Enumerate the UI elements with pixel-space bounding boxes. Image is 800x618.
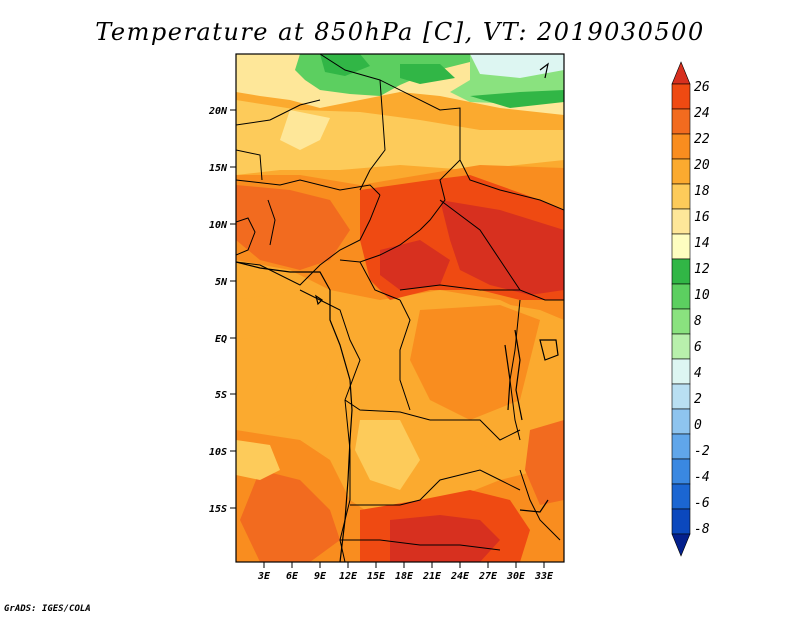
lon-label: 33E	[534, 571, 554, 582]
map-title: Temperature at 850hPa [C], VT: 201903050…	[95, 18, 705, 46]
colorbar-label: 12	[694, 262, 710, 277]
lon-label: 9E	[314, 571, 327, 582]
lon-label: 27E	[478, 571, 498, 582]
lon-label: 30E	[506, 571, 526, 582]
colorbar-label: -6	[694, 496, 710, 511]
lon-label: 3E	[257, 571, 271, 582]
colorbar-label: -2	[694, 444, 710, 459]
colorbar-label: 8	[694, 314, 702, 329]
colorbar-swatch	[671, 333, 691, 360]
colorbar-swatch	[671, 408, 691, 435]
colorbar: 26 24 22 20 18 16 14 12 10 8 6 4 2 0 -2 …	[671, 61, 710, 557]
map-border	[235, 53, 565, 563]
lon-label: 18E	[395, 571, 414, 582]
colorbar-swatch	[671, 83, 691, 110]
latitude-axis: 20N 15N 10N 5N EQ 5S 10S 15S	[208, 106, 236, 515]
colorbar-swatch	[671, 183, 691, 210]
colorbar-swatch	[671, 208, 691, 235]
lon-label: 6E	[286, 571, 299, 582]
colorbar-swatch	[671, 108, 691, 135]
colorbar-swatch	[671, 158, 691, 185]
colorbar-swatch	[671, 283, 691, 310]
colorbar-swatch	[671, 358, 691, 385]
colorbar-swatch	[671, 508, 691, 535]
lat-label: 15N	[209, 163, 228, 174]
colorbar-swatch	[671, 433, 691, 460]
longitude-axis: 3E 6E 9E 12E 15E 18E 21E 24E 27E 30E 33E	[257, 562, 554, 582]
colorbar-swatch	[671, 233, 691, 260]
colorbar-label: 24	[694, 106, 710, 121]
lat-label: 20N	[208, 106, 228, 117]
temperature-field	[236, 54, 564, 562]
colorbar-labels: 26 24 22 20 18 16 14 12 10 8 6 4 2 0 -2 …	[694, 80, 710, 537]
colorbar-swatch	[671, 308, 691, 335]
colorbar-swatch	[671, 258, 691, 285]
colorbar-label: 14	[694, 236, 710, 251]
lat-label: 10S	[209, 447, 227, 458]
lon-label: 21E	[422, 571, 442, 582]
colorbar-label: 20	[694, 158, 710, 173]
colorbar-label: 6	[694, 340, 702, 355]
colorbar-swatch	[671, 458, 691, 485]
lat-label: 5N	[215, 277, 228, 288]
colorbar-label: 18	[694, 184, 710, 199]
colorbar-label: 22	[694, 132, 710, 147]
lon-label: 12E	[339, 571, 358, 582]
colorbar-swatch	[671, 383, 691, 410]
colorbar-label: -8	[694, 522, 710, 537]
colorbar-label: -4	[694, 470, 710, 485]
coastlines	[236, 62, 559, 562]
colorbar-label: 26	[694, 80, 710, 95]
grads-credit: GrADS: IGES/COLA	[4, 604, 91, 614]
colorbar-label: 10	[694, 288, 710, 303]
lat-label: EQ	[215, 334, 227, 345]
colorbar-label: 16	[694, 210, 710, 225]
colorbar-label: 0	[694, 418, 702, 433]
lat-label: 15S	[209, 504, 227, 515]
lon-label: 24E	[450, 571, 470, 582]
lon-label: 15E	[367, 571, 386, 582]
colorbar-label: 2	[694, 392, 702, 407]
colorbar-label: 4	[694, 366, 702, 381]
colorbar-swatch	[671, 133, 691, 160]
lat-label: 10N	[209, 220, 228, 231]
lat-label: 5S	[215, 390, 227, 401]
colorbar-swatch	[671, 61, 691, 85]
colorbar-segments	[671, 61, 691, 557]
colorbar-swatch	[671, 533, 691, 557]
colorbar-swatch	[671, 483, 691, 510]
